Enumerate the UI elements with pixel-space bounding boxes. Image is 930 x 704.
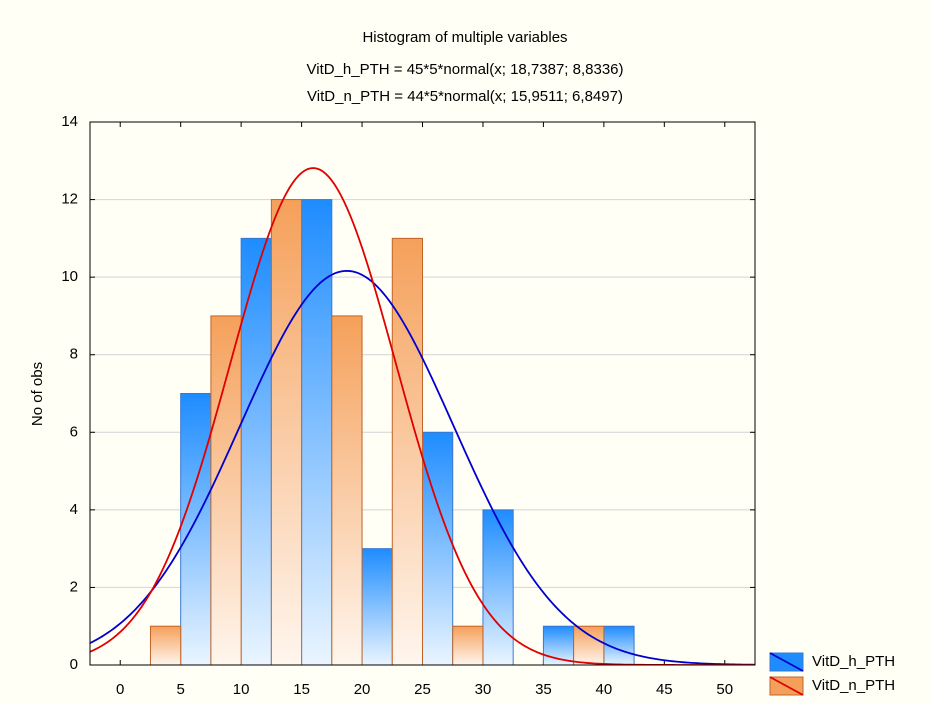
chart-title: Histogram of multiple variables: [362, 29, 567, 46]
x-tick-label: 5: [177, 681, 185, 698]
legend-swatch-line: [769, 652, 804, 672]
bar: [482, 509, 514, 666]
y-tick-label: 14: [61, 113, 78, 130]
x-tick-label: 20: [354, 681, 371, 698]
y-tick-label: 12: [61, 191, 78, 208]
legend-swatch-line: [769, 676, 804, 696]
x-tick-label: 40: [596, 681, 613, 698]
y-tick-label: 10: [61, 268, 78, 285]
fit-curve: [90, 269, 755, 665]
y-tick-label: 8: [70, 346, 78, 363]
x-tick-label: 45: [656, 681, 673, 698]
subtitle: VitD_n_PTH = 44*5*normal(x; 15,9511; 6,8…: [307, 88, 623, 105]
y-tick-label: 4: [70, 501, 78, 518]
legend-label: VitD_h_PTH: [812, 653, 895, 670]
x-tick-label: 25: [414, 681, 431, 698]
bar: [391, 237, 424, 666]
subtitle: VitD_h_PTH = 45*5*normal(x; 18,7387; 8,8…: [307, 61, 624, 78]
bar: [452, 625, 484, 666]
y-axis-label: No of obs: [29, 362, 46, 426]
x-tick-label: 35: [535, 681, 552, 698]
y-tick-label: 2: [70, 578, 78, 595]
bar: [331, 315, 363, 666]
bar: [270, 199, 303, 666]
x-tick-label: 50: [716, 681, 733, 698]
bar: [301, 199, 333, 666]
x-tick-label: 10: [233, 681, 250, 698]
bar: [240, 237, 272, 666]
bar: [573, 625, 605, 666]
bar: [149, 625, 182, 666]
x-tick-label: 15: [293, 681, 310, 698]
x-tick-label: 30: [475, 681, 492, 698]
bar: [180, 393, 212, 666]
plot-frame: [89, 121, 756, 666]
y-tick-label: 6: [70, 423, 78, 440]
x-tick-label: 0: [116, 681, 124, 698]
bar: [422, 431, 454, 666]
legend-label: VitD_n_PTH: [812, 677, 895, 694]
y-tick-label: 0: [70, 656, 78, 673]
bar: [210, 315, 242, 666]
bar: [361, 548, 393, 666]
